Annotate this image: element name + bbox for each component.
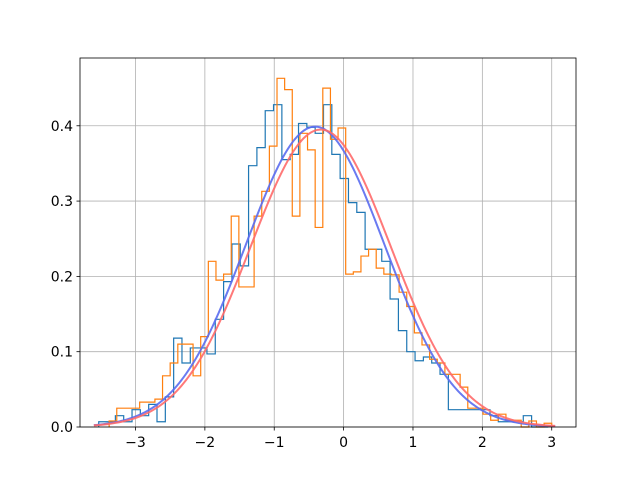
axis-ticks: −3 −2 −1 0 1 2 3 0.0 0.1 0.2 0.3 0.4 [51,119,556,451]
x-tick-label: 2 [478,435,487,451]
histogram-steps [98,77,553,428]
histogram-step-1 [108,77,553,428]
x-tick-label: −1 [264,435,285,451]
y-tick-label: 0.4 [51,119,73,135]
y-tick-label: 0.2 [51,269,73,285]
x-tick-label: 3 [547,435,556,451]
y-tick-label: 0.1 [51,345,73,361]
x-tick-label: 1 [409,435,418,451]
y-tick-label: 0.0 [51,420,73,436]
pdf-curves [93,125,556,428]
pdf-curve-3 [93,128,556,427]
x-tick-label: −2 [195,435,216,451]
x-tick-label: 0 [339,435,348,451]
x-tick-label: −3 [125,435,146,451]
y-tick-label: 0.3 [51,194,73,210]
plot-frame [79,57,577,428]
grid [80,58,576,428]
histogram-step-0 [98,104,549,428]
